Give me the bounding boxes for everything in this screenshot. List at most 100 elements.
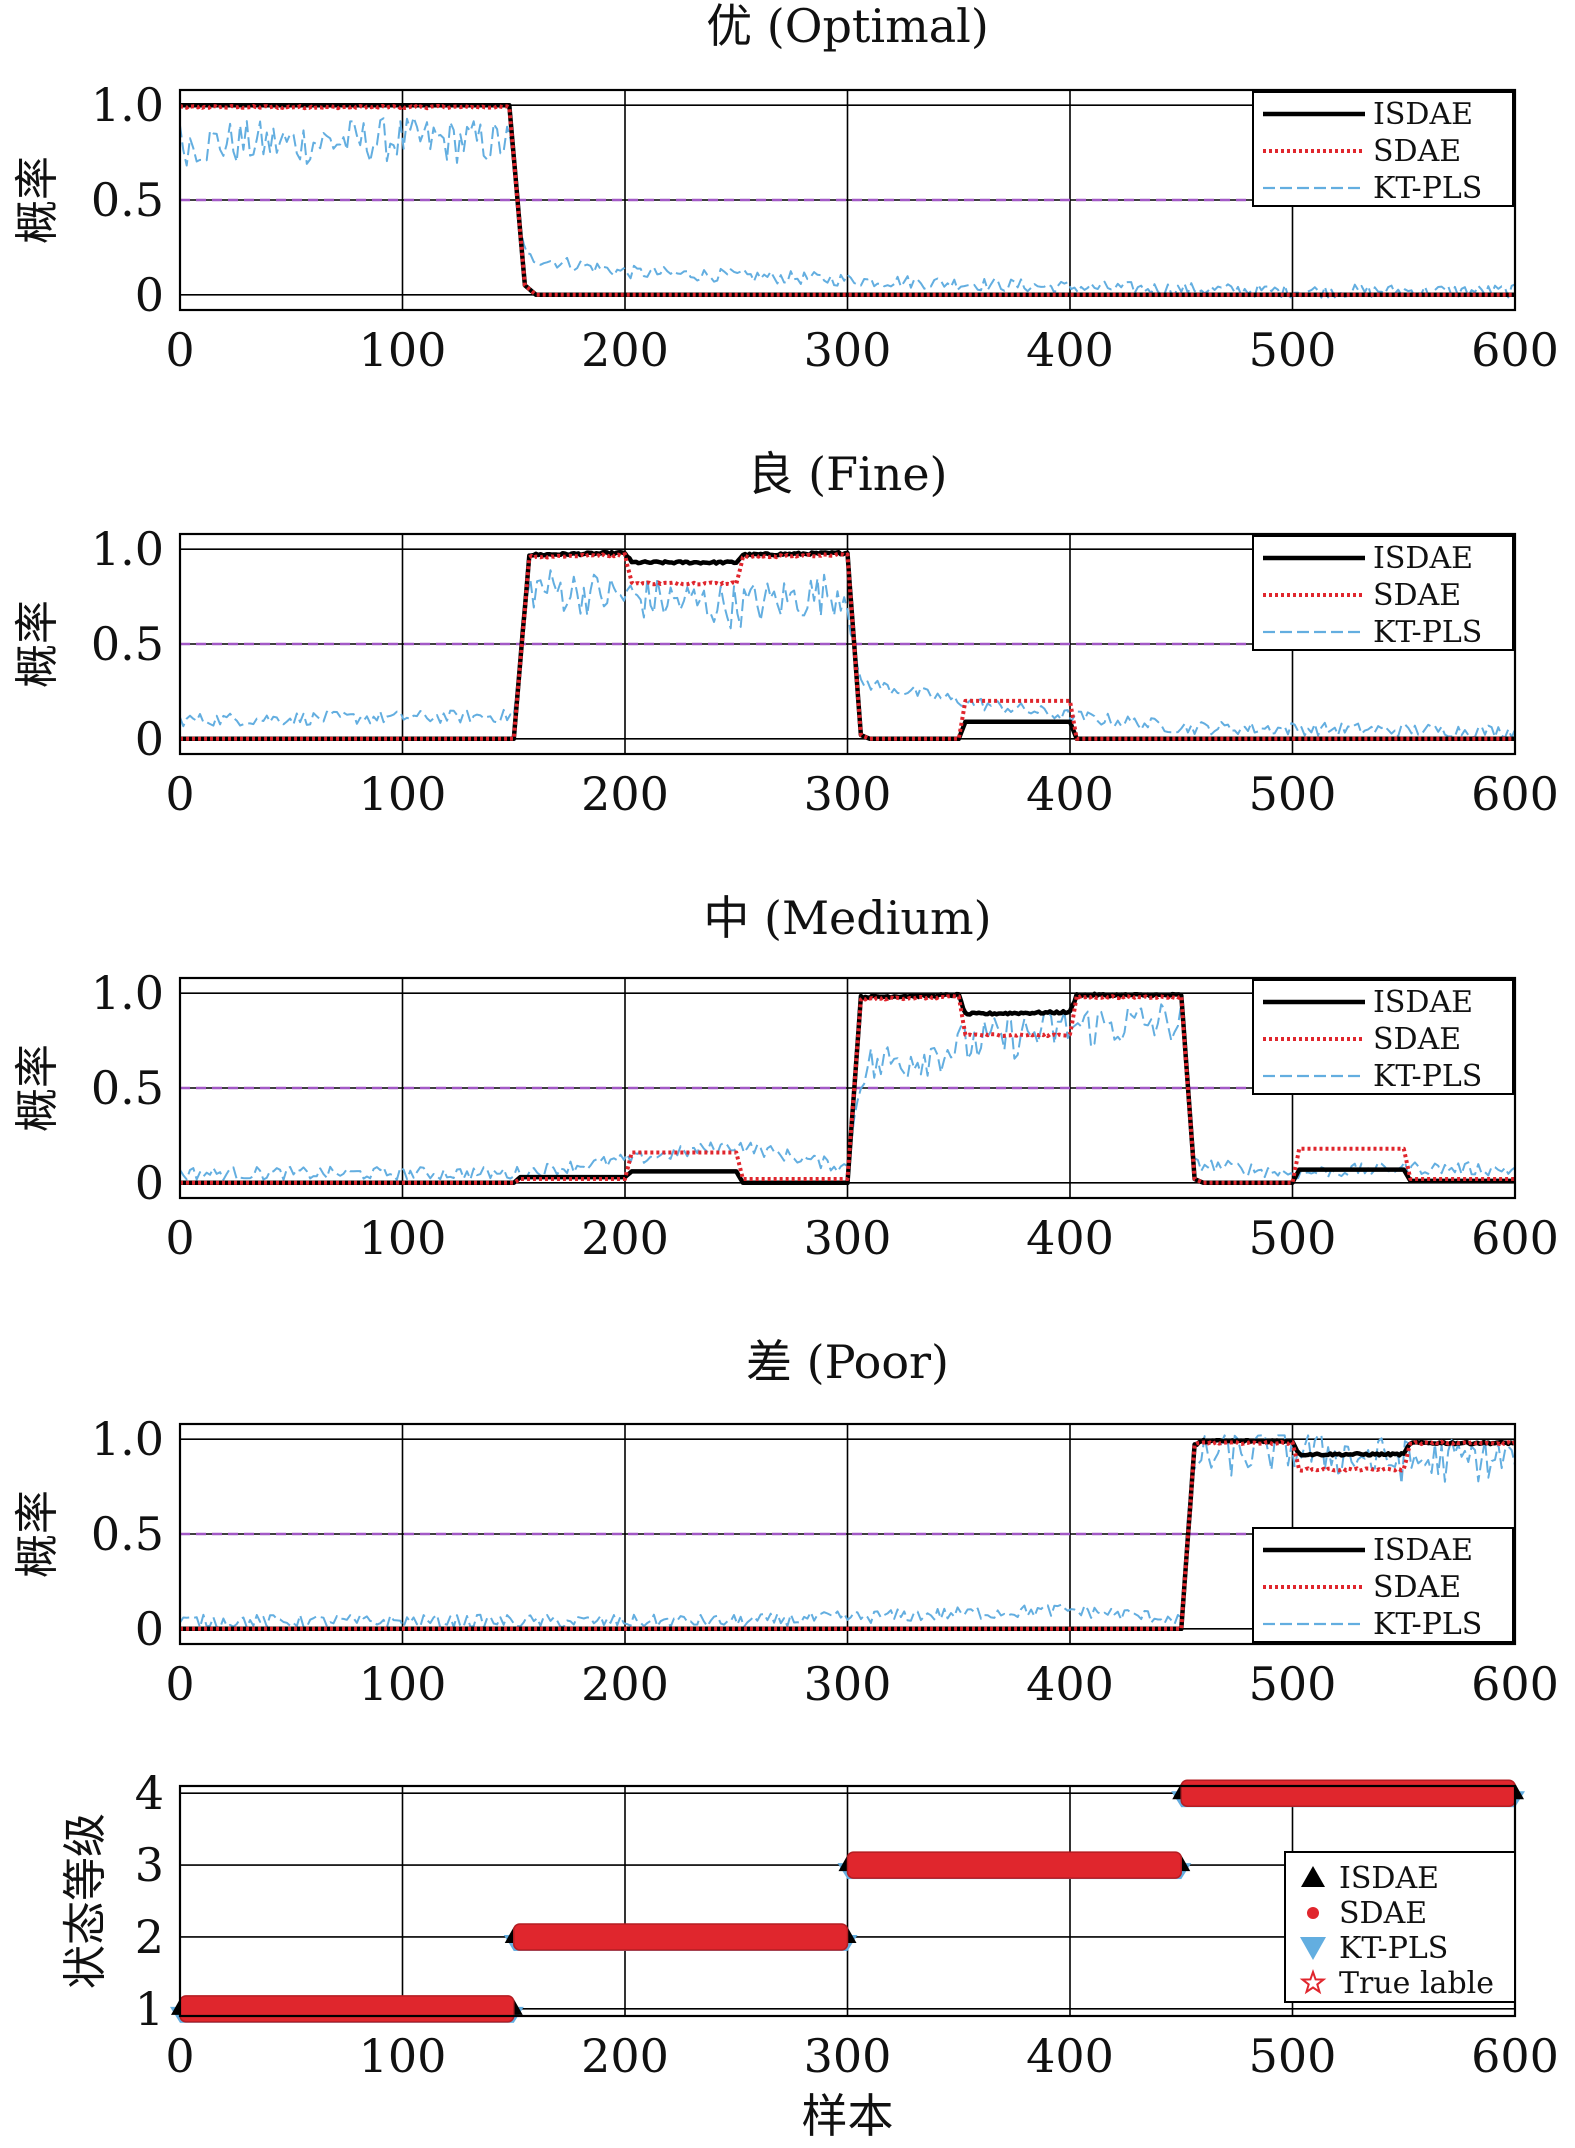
legend-label: True lable [1339, 1966, 1494, 2001]
legend-label: KT-PLS [1373, 171, 1482, 206]
legend-marker-isdae [1301, 1866, 1325, 1887]
chart-panel-3: 中 (Medium) 0 100 200 300 400 500 600 0 0.5 1.0 概率 IS… [12, 891, 1559, 1265]
legend-label: KT-PLS [1373, 1059, 1482, 1094]
y-axis-label: 概率 [12, 1490, 63, 1578]
y-tick-label: 0.5 [91, 1061, 164, 1115]
chart-title: 良 (Fine) [748, 447, 948, 501]
sdae-markers [180, 1995, 514, 2022]
x-tick-label: 600 [1471, 2029, 1559, 2083]
y-tick-label: 4 [135, 1766, 164, 1820]
x-tick-label: 300 [804, 1211, 892, 1265]
chart-panel-4: 差 (Poor) 0 100 200 300 400 500 600 0 0.5 1.0 概率 ISDA… [12, 1335, 1559, 1711]
y-tick-label: 0 [135, 712, 164, 766]
series-line-kt-pls [179, 569, 1516, 739]
chart-title: 差 (Poor) [746, 1335, 949, 1389]
legend-marker-kt-pls [1300, 1937, 1326, 1960]
y-tick-label: 1 [135, 1982, 164, 2036]
legend-label: KT-PLS [1373, 615, 1482, 650]
legend-box [1252, 91, 1514, 207]
y-tick-label: 0.5 [91, 1507, 164, 1561]
y-tick-label: 2 [135, 1910, 164, 1964]
true-label-markers [846, 1851, 1182, 1879]
sdae-markers [513, 1923, 848, 1950]
x-tick-label: 100 [359, 323, 447, 377]
legend-label: ISDAE [1373, 541, 1473, 576]
level-segment-3 [837, 1851, 1192, 1880]
legend-label: KT-PLS [1373, 1607, 1482, 1642]
series-line-sdae [180, 993, 1515, 1185]
x-tick-label: 0 [165, 323, 194, 377]
legend-box [1284, 1851, 1516, 2003]
x-tick-label: 200 [581, 1211, 669, 1265]
sdae-markers [1181, 1780, 1515, 1807]
y-tick-label: 0 [135, 268, 164, 322]
x-tick-label: 200 [581, 1657, 669, 1711]
x-axis-label: 样本 [802, 2089, 894, 2143]
level-segment-4 [1171, 1779, 1525, 1808]
plot-frame [178, 976, 1517, 1200]
chart-title: 优 (Optimal) [706, 0, 989, 53]
y-tick-label: 0.5 [91, 173, 164, 227]
x-tick-label: 200 [581, 2029, 669, 2083]
series-line-isdae [179, 102, 1516, 298]
x-tick-label: 200 [581, 323, 669, 377]
y-tick-label: 1.0 [91, 522, 164, 576]
legend-label: ISDAE [1373, 97, 1473, 132]
legend-box [1252, 979, 1514, 1095]
legend-label: KT-PLS [1339, 1931, 1448, 1966]
chart-title: 中 (Medium) [703, 891, 991, 945]
x-tick-label: 600 [1471, 323, 1559, 377]
x-tick-label: 100 [359, 2029, 447, 2083]
x-tick-label: 100 [359, 1211, 447, 1265]
legend-label: ISDAE [1339, 1861, 1439, 1896]
x-tick-label: 500 [1249, 2029, 1337, 2083]
legend-label: SDAE [1373, 1022, 1461, 1057]
x-tick-label: 0 [165, 1657, 194, 1711]
x-tick-label: 0 [165, 1211, 194, 1265]
level-segment-1 [170, 1995, 524, 2023]
legend-label: SDAE [1373, 134, 1461, 169]
x-tick-label: 600 [1471, 767, 1559, 821]
legend-label: SDAE [1373, 578, 1461, 613]
legend-marker-sdae [1307, 1907, 1319, 1919]
y-axis-label: 概率 [12, 1044, 63, 1132]
legend-box [1252, 535, 1514, 651]
series-line-sdae [180, 1439, 1516, 1631]
x-tick-label: 200 [581, 767, 669, 821]
y-tick-label: 0 [135, 1602, 164, 1656]
legend-label: ISDAE [1373, 1533, 1473, 1568]
legend-label: SDAE [1339, 1896, 1427, 1931]
y-tick-label: 3 [135, 1838, 164, 1892]
x-tick-label: 500 [1249, 767, 1337, 821]
series-line-kt-pls [179, 116, 1516, 299]
series-line-kt-pls [179, 1434, 1516, 1629]
x-tick-label: 0 [165, 767, 194, 821]
plot-frame [178, 532, 1517, 756]
plot-frame [178, 88, 1517, 312]
legend-marker-true-label [1299, 1968, 1327, 1995]
x-tick-label: 300 [804, 2029, 892, 2083]
legend-box [1252, 1527, 1514, 1643]
x-tick-label: 300 [804, 767, 892, 821]
x-tick-label: 100 [359, 767, 447, 821]
x-tick-label: 500 [1249, 1211, 1337, 1265]
chart-panel-1: 优 (Optimal) 0 100 200 300 400 500 600 0 0.5 1.0 概率 I… [12, 0, 1559, 377]
y-axis-label: 状态等级 [60, 1813, 111, 1989]
x-tick-label: 100 [359, 1657, 447, 1711]
y-axis-label: 概率 [12, 600, 63, 688]
y-tick-label: 0.5 [91, 617, 164, 671]
legend-label: SDAE [1373, 1570, 1461, 1605]
y-tick-label: 1.0 [91, 1412, 164, 1466]
x-tick-label: 500 [1249, 323, 1337, 377]
x-tick-label: 500 [1249, 1657, 1337, 1711]
legend-label: ISDAE [1373, 985, 1473, 1020]
x-tick-label: 400 [1026, 1657, 1114, 1711]
x-tick-label: 600 [1471, 1657, 1559, 1711]
chart-panel-2: 良 (Fine) 0 100 200 300 400 500 600 0 0.5 1.0 概率 ISDA… [12, 447, 1559, 821]
